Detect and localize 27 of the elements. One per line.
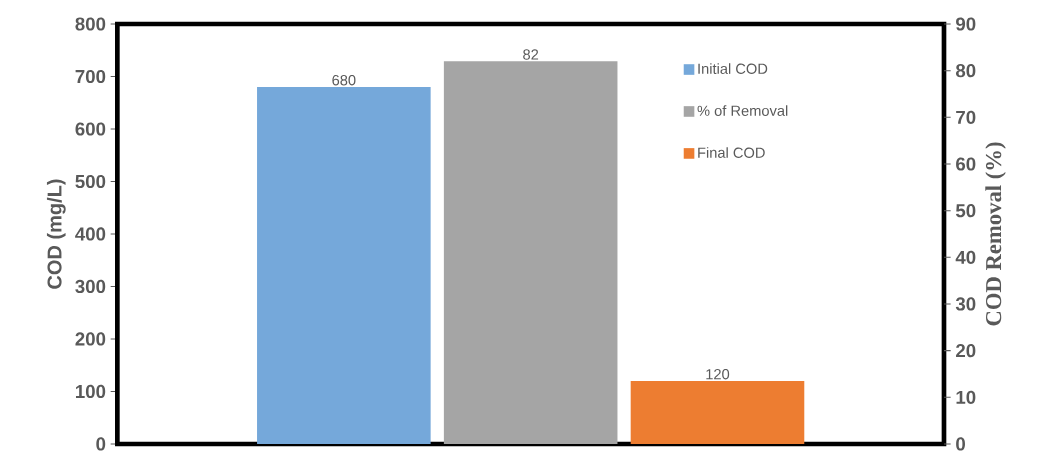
data-label: 120 <box>706 369 730 380</box>
data-label: 680 <box>332 75 356 86</box>
y2-axis-title: COD Removal (%) <box>985 142 1006 326</box>
y-tick-label: 700 <box>75 69 106 84</box>
y-tick-label: 300 <box>75 279 106 294</box>
y-tick-label: 200 <box>75 332 106 346</box>
y-tick-label: 500 <box>75 174 106 189</box>
y-tick-label: 400 <box>75 227 106 241</box>
y2-tick-label: 20 <box>956 344 976 358</box>
y-tick-label: 100 <box>75 384 106 399</box>
y2-tick-label: 0 <box>956 437 965 451</box>
legend-label: % of Removal <box>697 105 788 116</box>
legend-label: Initial COD <box>698 63 768 74</box>
y2-tick-label: 80 <box>955 64 976 78</box>
y-tick-label: 0 <box>96 437 106 451</box>
legend-label: Final COD <box>698 147 765 158</box>
y2-tick-label: 90 <box>956 17 976 31</box>
y2-tick-label: 10 <box>956 390 976 404</box>
y-tick-label: 800 <box>75 17 106 31</box>
y2-tick-label: 50 <box>955 204 976 218</box>
data-label: 82 <box>523 49 539 60</box>
y2-tick-label: 40 <box>955 250 976 264</box>
y-tick-label: 600 <box>75 122 106 136</box>
y2-tick-label: 30 <box>955 297 976 311</box>
y2-tick-label: 70 <box>956 110 976 124</box>
y2-tick-label: 60 <box>956 157 976 171</box>
y-axis-title: COD (mg/L) <box>46 179 66 289</box>
